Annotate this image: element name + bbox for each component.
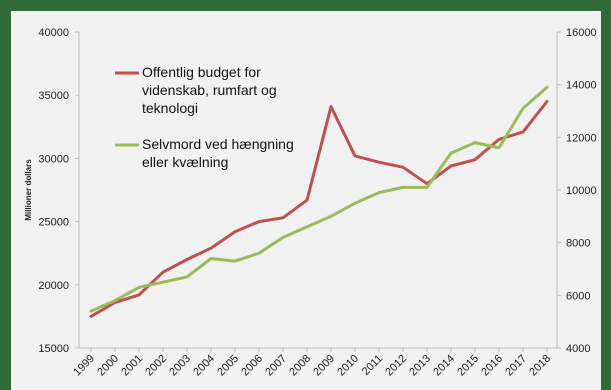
x-tick-label: 1999 bbox=[71, 353, 97, 379]
x-tick-label: 2012 bbox=[383, 353, 409, 379]
right-y-tick-label: 8000 bbox=[566, 238, 590, 250]
legend-label-line: Selvmord ved hængning bbox=[142, 136, 294, 152]
legend-label-2: Selvmord ved hængning eller kvælning bbox=[142, 136, 294, 170]
x-tick-label: 2000 bbox=[95, 353, 121, 379]
left-y-ticks: 40000 35000 30000 25000 20000 15000 bbox=[38, 27, 79, 355]
x-tick-label: 2009 bbox=[311, 353, 337, 379]
chart-panel: 40000 35000 30000 25000 20000 15000 16000 1400… bbox=[11, 11, 601, 390]
left-y-tick-label: 40000 bbox=[38, 27, 69, 39]
x-tick-label: 2015 bbox=[455, 353, 481, 379]
y-axis-title: Millioner dollars bbox=[24, 159, 33, 221]
x-tick-label: 2011 bbox=[360, 353, 385, 378]
x-tick-label: 2007 bbox=[263, 353, 289, 379]
right-y-tick-label: 16000 bbox=[566, 27, 597, 39]
x-tick-label: 2016 bbox=[479, 353, 505, 379]
series-line-1 bbox=[89, 100, 549, 318]
legend-label-line: eller kvælning bbox=[142, 154, 228, 170]
legend-label-line: teknologi bbox=[142, 100, 198, 116]
x-tick-label: 2017 bbox=[503, 353, 529, 379]
x-tick-label: 2001 bbox=[119, 353, 145, 379]
legend-label-line: videnskab, rumfart og bbox=[142, 82, 277, 98]
left-y-tick-label: 25000 bbox=[38, 217, 69, 229]
legend-label-line: Offentlig budget for bbox=[142, 64, 261, 80]
series-line-2 bbox=[89, 85, 549, 313]
x-tick-label: 2018 bbox=[527, 353, 553, 379]
right-y-tick-label: 14000 bbox=[566, 80, 597, 92]
x-tick-label: 2006 bbox=[239, 353, 265, 379]
x-tick-label: 2004 bbox=[191, 353, 217, 379]
x-tick-label: 2002 bbox=[143, 353, 169, 379]
series-layer bbox=[89, 85, 549, 318]
legend-label-1: Offentlig budget for videnskab, rumfart o… bbox=[142, 64, 277, 116]
x-tick-label: 2008 bbox=[287, 353, 313, 379]
x-tick-label: 2013 bbox=[407, 353, 433, 379]
x-tick-label: 2003 bbox=[167, 353, 193, 379]
right-y-tick-label: 10000 bbox=[566, 185, 597, 197]
right-y-ticks: 16000 14000 12000 10000 8000 6000 4000 bbox=[557, 27, 597, 355]
left-y-tick-label: 35000 bbox=[38, 90, 69, 102]
x-tick-label: 2014 bbox=[431, 353, 457, 379]
right-y-tick-label: 6000 bbox=[566, 290, 590, 302]
line-chart: 40000 35000 30000 25000 20000 15000 16000 1400… bbox=[24, 27, 597, 378]
right-y-tick-label: 12000 bbox=[566, 132, 597, 144]
right-y-tick-label: 4000 bbox=[566, 343, 590, 355]
x-tick-label: 2005 bbox=[215, 353, 241, 379]
left-y-tick-label: 20000 bbox=[38, 280, 69, 292]
left-y-tick-label: 30000 bbox=[38, 153, 69, 165]
left-y-tick-label: 15000 bbox=[38, 343, 69, 355]
legend: Offentlig budget for videnskab, rumfart o… bbox=[115, 64, 294, 170]
x-ticks: 1999200020012002200320042005200620072008… bbox=[71, 348, 553, 378]
x-tick-label: 2010 bbox=[335, 353, 361, 379]
